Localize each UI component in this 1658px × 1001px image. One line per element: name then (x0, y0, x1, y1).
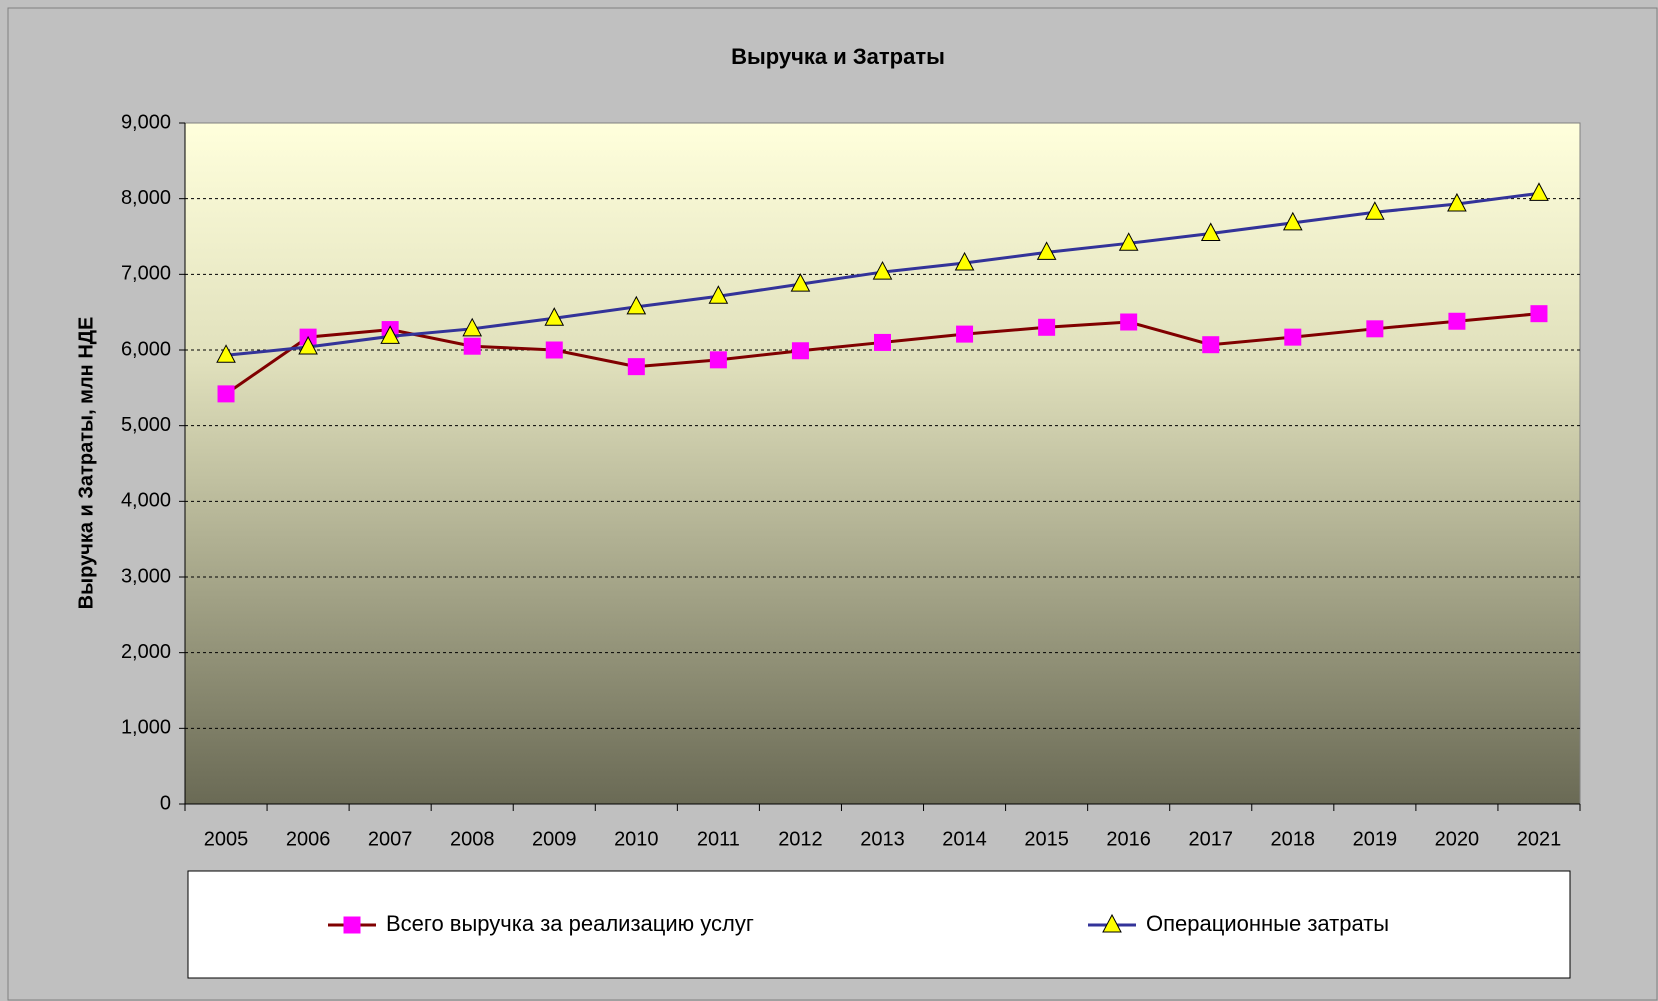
marker (463, 337, 481, 355)
marker (1120, 313, 1138, 331)
marker (1038, 318, 1056, 336)
marker (1102, 913, 1122, 933)
marker (790, 273, 811, 292)
marker (462, 317, 483, 337)
x-tick-label: 2013 (860, 828, 905, 850)
marker (872, 260, 893, 280)
marker (791, 342, 809, 360)
marker (217, 385, 235, 403)
y-axis-label: Выручка и Затраты, млн НДЕ (75, 317, 97, 610)
y-tick-label: 3,000 (121, 565, 171, 587)
marker (874, 333, 891, 351)
x-tick-label: 2006 (286, 828, 331, 850)
y-tick-label: 4,000 (121, 490, 171, 512)
marker (1118, 232, 1139, 251)
x-tick-label: 2018 (1271, 828, 1316, 850)
marker (380, 325, 400, 344)
marker (1284, 328, 1302, 346)
x-tick-label: 2016 (1106, 828, 1151, 850)
y-tick-label: 8,000 (121, 187, 171, 209)
legend-label: Операционные затраты (1146, 911, 1389, 936)
x-tick-label: 2020 (1435, 828, 1480, 850)
marker (708, 285, 729, 304)
x-tick-label: 2015 (1024, 828, 1069, 850)
x-tick-label: 2012 (778, 828, 823, 850)
x-tick-label: 2021 (1517, 828, 1562, 850)
marker (1202, 336, 1220, 354)
x-tick-label: 2009 (532, 828, 577, 850)
x-tick-label: 2017 (1188, 828, 1233, 850)
y-tick-label: 5,000 (121, 414, 171, 436)
x-tick-label: 2019 (1353, 828, 1398, 850)
plot-area (184, 122, 1581, 805)
y-tick-label: 9,000 (121, 111, 171, 133)
marker (626, 295, 647, 315)
y-tick-label: 6,000 (121, 338, 171, 360)
marker (709, 351, 727, 369)
marker (545, 341, 563, 359)
y-tick-label: 2,000 (121, 641, 171, 663)
marker (1529, 182, 1549, 201)
legend-label: Всего выручка за реализацию услуг (386, 911, 754, 936)
y-tick-label: 1,000 (121, 717, 171, 739)
x-tick-label: 2008 (450, 828, 495, 850)
marker (954, 251, 975, 271)
marker (216, 344, 236, 363)
marker (627, 358, 645, 376)
marker (1365, 201, 1385, 220)
chart-title: Выручка и Затраты (731, 44, 945, 69)
marker (544, 307, 565, 326)
marker (298, 335, 318, 355)
x-tick-label: 2014 (942, 828, 987, 850)
marker (1366, 320, 1384, 338)
x-tick-label: 2011 (697, 828, 740, 850)
marker (1200, 222, 1221, 241)
marker (1036, 241, 1057, 260)
y-tick-label: 7,000 (121, 263, 171, 285)
marker (1530, 305, 1548, 323)
x-tick-label: 2005 (204, 828, 249, 850)
legend (187, 870, 1571, 979)
marker (1282, 211, 1303, 231)
y-tick-label: 0 (160, 792, 171, 814)
x-tick-label: 2007 (368, 828, 413, 850)
marker (343, 916, 361, 934)
marker (956, 325, 974, 343)
marker (1447, 192, 1467, 212)
x-tick-label: 2010 (614, 828, 659, 850)
marker (1448, 312, 1466, 330)
